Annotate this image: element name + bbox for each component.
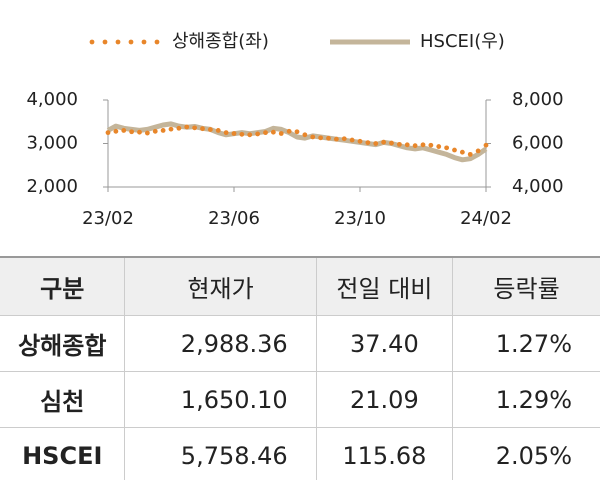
- data-point: [420, 142, 426, 148]
- table-row: 심천 1,650.10 21.09 1.29%: [0, 371, 600, 428]
- data-point: [436, 144, 442, 149]
- table-row: 상해종합 2,988.36 37.40 1.27%: [0, 315, 600, 372]
- data-point: [302, 132, 308, 138]
- header-cell: 현재가: [124, 256, 317, 316]
- data-point: [144, 130, 150, 136]
- data-point: [184, 124, 190, 130]
- data-point: [278, 131, 284, 136]
- y2-tick-label: 8,000: [512, 89, 564, 110]
- data-point: [428, 142, 434, 148]
- legend-swatch: [141, 39, 147, 45]
- data-point: [263, 130, 268, 136]
- cell: 2.05%: [452, 427, 600, 480]
- data-point: [113, 128, 119, 134]
- data-point: [310, 134, 316, 140]
- x-tick-label: 23/02: [82, 208, 134, 229]
- data-point: [404, 142, 410, 148]
- x-tick-label: 23/06: [208, 208, 260, 229]
- data-point: [357, 138, 363, 144]
- data-point: [389, 140, 394, 146]
- data-point: [483, 142, 489, 148]
- cell: 37.40: [315, 315, 453, 372]
- header-cell: 구분: [0, 256, 125, 316]
- data-point: [365, 140, 371, 146]
- header-cell: 전일 대비: [315, 256, 453, 316]
- y-tick-label: 3,000: [26, 133, 78, 154]
- y-tick-label: 4,000: [26, 89, 78, 110]
- x-tick-label: 23/10: [334, 208, 386, 229]
- row-label: 심천: [0, 371, 125, 428]
- data-point: [200, 126, 205, 132]
- data-point: [129, 129, 135, 135]
- header-cell: 등락률: [452, 256, 600, 316]
- data-point: [381, 139, 387, 145]
- row-label: HSCEI: [0, 427, 125, 480]
- data-point: [412, 143, 418, 149]
- cell: 1.29%: [452, 371, 600, 428]
- chart: 2,000 3,000 4,000 4,000 6,000 8,000 23/02 23/06…: [26, 31, 564, 229]
- x-tick-label: 24/02: [460, 208, 512, 229]
- data-point: [247, 132, 253, 138]
- data-point: [270, 129, 276, 135]
- data-point: [255, 131, 261, 137]
- row-label: 상해종합: [0, 315, 125, 372]
- table-row: HSCEI 5,758.46 115.68 2.05%: [0, 427, 600, 480]
- cell: 115.68: [315, 427, 453, 480]
- cell: 21.09: [315, 371, 453, 428]
- data-point: [396, 141, 402, 147]
- legend-swatch: [115, 39, 121, 45]
- cell: 5,758.46: [124, 427, 317, 480]
- data-point: [459, 149, 465, 155]
- legend-label: HSCEI(우): [420, 31, 505, 52]
- legend-label: 상해종합(좌): [172, 31, 269, 52]
- data-point: [373, 141, 379, 146]
- data-point: [239, 131, 245, 137]
- y-tick-label: 2,000: [26, 176, 78, 197]
- data-point: [286, 128, 292, 134]
- data-point: [152, 128, 158, 134]
- data-point: [349, 137, 355, 143]
- legend-swatch: [128, 39, 134, 45]
- cell: 1,650.10: [124, 371, 317, 428]
- data-point: [192, 125, 198, 131]
- legend-swatch: [154, 39, 160, 45]
- data-point: [207, 127, 213, 132]
- cell: 1.27%: [452, 315, 600, 372]
- data-point: [318, 135, 324, 141]
- data-point: [341, 136, 347, 142]
- data-point: [137, 129, 142, 135]
- y2-tick-label: 6,000: [512, 133, 564, 154]
- cell: 2,988.36: [124, 315, 317, 372]
- data-point: [294, 129, 300, 135]
- legend-swatch: [89, 39, 95, 45]
- data-point: [452, 147, 457, 153]
- data-point: [326, 135, 331, 141]
- legend-swatch: [102, 39, 108, 45]
- data-point: [467, 151, 473, 157]
- data-point: [121, 128, 127, 133]
- data-point: [160, 128, 166, 133]
- series-line: [106, 121, 488, 163]
- y2-tick-label: 4,000: [512, 176, 564, 197]
- data-point: [444, 145, 450, 151]
- table-header: 구분 현재가 전일 대비 등락률: [0, 256, 600, 316]
- data-point: [168, 126, 174, 132]
- data-point: [223, 130, 229, 136]
- data-point: [333, 136, 339, 142]
- data-point: [475, 148, 481, 154]
- data-point: [215, 128, 221, 133]
- data-point: [105, 130, 111, 136]
- data-point: [231, 131, 237, 136]
- data-point: [176, 125, 182, 131]
- data-table: 구분 현재가 전일 대비 등락률 상해종합 2,988.36 37.40 1.2…: [0, 256, 600, 480]
